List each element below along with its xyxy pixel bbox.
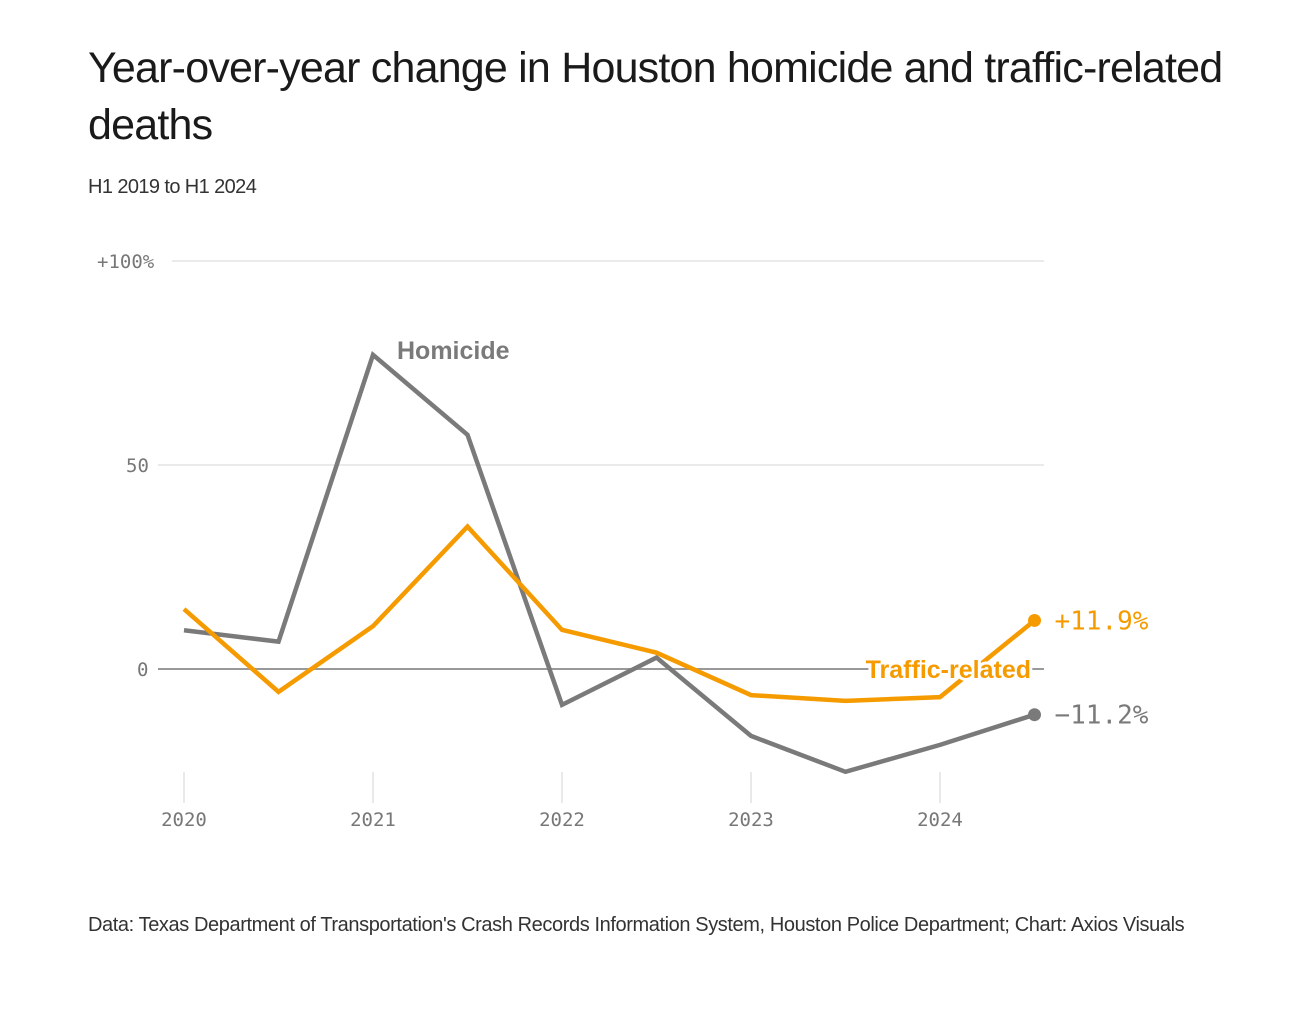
series-labels: −11.2%+11.9%HomicideTraffic-relatedTraff… bbox=[397, 337, 1149, 731]
y-tick-label: +100% bbox=[97, 251, 155, 273]
x-tick-label: 2022 bbox=[539, 809, 585, 831]
x-tick-label: 2024 bbox=[917, 809, 963, 831]
y-tick-label: 50 bbox=[126, 455, 149, 477]
x-tick-label: 2021 bbox=[350, 809, 396, 831]
homicide-line bbox=[183, 350, 1036, 775]
y-tick-label: 0 bbox=[137, 659, 148, 681]
line-chart: +100% 50 0 2020 2021 2022 2023 2024 −11.2% +11.… bbox=[97, 251, 1149, 831]
chart-subtitle: H1 2019 to H1 2024 bbox=[88, 176, 257, 198]
traffic-related-line bbox=[182, 523, 1036, 704]
gridlines: +100% 50 0 bbox=[97, 251, 1044, 681]
homicide-end-value: −11.2% bbox=[1055, 701, 1149, 731]
chart-source-note: Data: Texas Department of Transportation… bbox=[88, 914, 1185, 936]
traffic-series-label: Traffic-related bbox=[866, 656, 1031, 684]
traffic-series-label-halo: Traffic-related bbox=[866, 656, 1031, 684]
homicide-series-label: Homicide bbox=[397, 337, 510, 365]
chart-title: Year-over-year change in Houston homicid… bbox=[88, 44, 1223, 149]
homicide-end-point bbox=[1028, 708, 1041, 722]
x-axis: 2020 2021 2022 2023 2024 bbox=[161, 772, 963, 831]
x-tick-label: 2020 bbox=[161, 809, 207, 831]
series-lines bbox=[182, 350, 1041, 775]
traffic-related-end-value: +11.9% bbox=[1055, 606, 1149, 636]
x-tick-label: 2023 bbox=[728, 809, 774, 831]
traffic-related-end-point bbox=[1028, 613, 1041, 627]
